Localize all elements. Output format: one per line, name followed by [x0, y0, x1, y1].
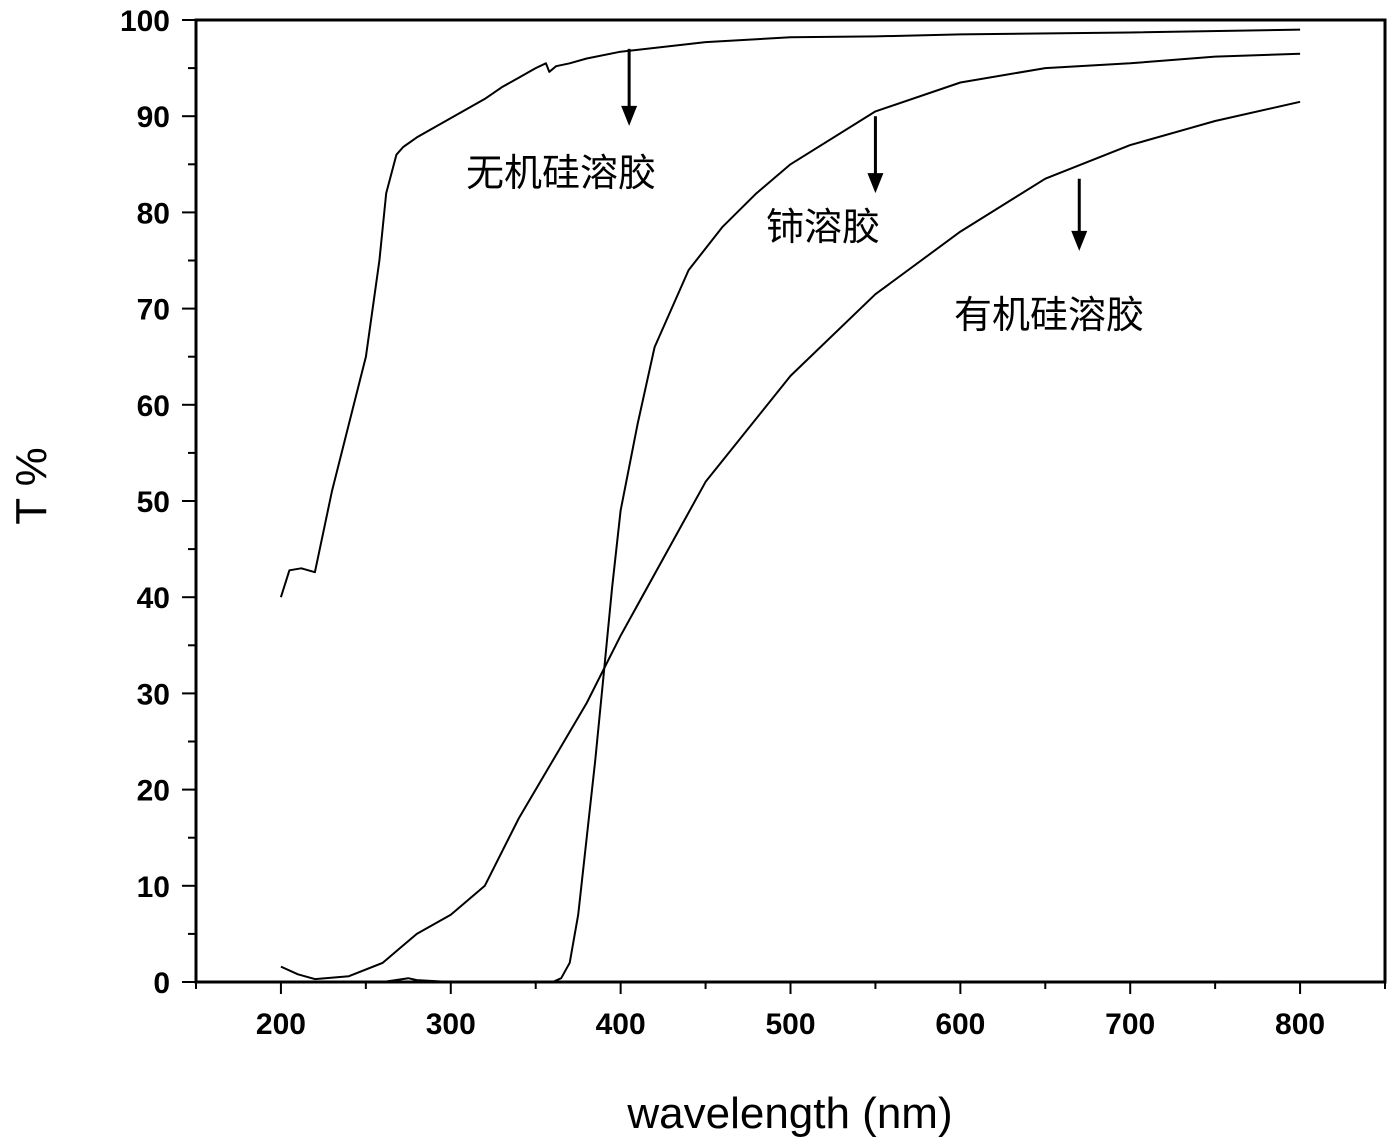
x-tick-label: 600 [935, 1008, 985, 1041]
x-tick-label: 500 [765, 1008, 815, 1041]
series-line-inorganic-silica-sol [279, 28, 1301, 598]
x-tick-label: 400 [596, 1008, 646, 1041]
y-tick-label: 0 [153, 967, 170, 1000]
series-line-organic-silica-sol [280, 100, 1301, 981]
y-axis-title: T % [7, 447, 56, 524]
y-axis-ticks: 0 10 20 30 40 50 60 70 80 90 100 [120, 5, 196, 1000]
y-tick-label: 100 [120, 5, 170, 38]
series-label-inorganic-silica-sol: 无机硅溶胶 [466, 151, 656, 195]
y-tick-label: 10 [137, 871, 170, 904]
x-axis-ticks: 200 300 400 500 600 700 800 [195, 982, 1386, 1041]
y-tick-label: 70 [137, 294, 170, 327]
x-tick-label: 700 [1105, 1008, 1155, 1041]
y-tick-label: 50 [137, 486, 170, 519]
series-label-organic-silica-sol: 有机硅溶胶 [954, 293, 1144, 337]
x-tick-label: 800 [1275, 1008, 1325, 1041]
y-tick-label: 80 [137, 197, 170, 230]
y-tick-label: 90 [137, 101, 170, 134]
series-line-ceria-sol [280, 52, 1301, 983]
y-tick-label: 40 [137, 582, 170, 615]
y-tick-label: 30 [137, 678, 170, 711]
x-tick-label: 300 [426, 1008, 476, 1041]
y-tick-label: 20 [137, 775, 170, 808]
annotation-arrows [621, 48, 1088, 251]
x-axis-title: wavelength (nm) [626, 1089, 952, 1138]
series-lines [279, 28, 1301, 983]
x-tick-label: 200 [256, 1008, 306, 1041]
annotation-arrow-head [621, 105, 638, 126]
annotation-arrow-head [1071, 230, 1088, 251]
annotation-arrow-head [867, 173, 884, 194]
series-label-ceria-sol: 铈溶胶 [766, 205, 880, 249]
y-tick-label: 60 [137, 390, 170, 423]
